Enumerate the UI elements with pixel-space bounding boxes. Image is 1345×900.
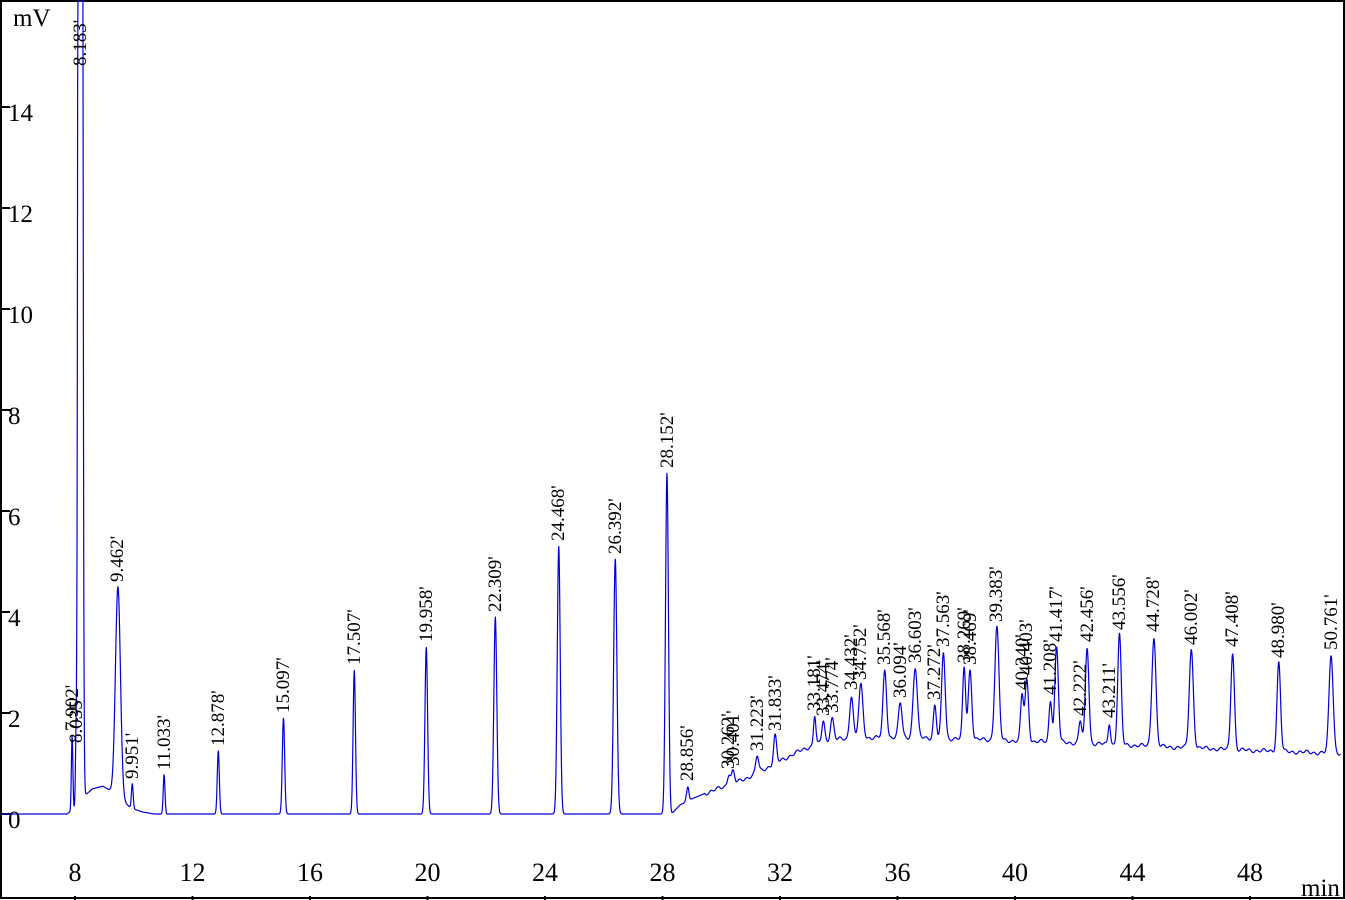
x-tick-label: 48 — [1237, 858, 1263, 887]
y-tick-label: 6 — [8, 504, 21, 531]
x-axis-unit-label: min — [1301, 875, 1340, 900]
peak-retention-time-label: 41.208' — [1040, 639, 1061, 696]
peak-retention-time-label: 43.556' — [1109, 574, 1130, 630]
peak-retention-time-label: 43.211' — [1098, 663, 1120, 719]
x-tick-label: 16 — [297, 858, 323, 887]
peak-retention-time-label: 48.980' — [1268, 601, 1290, 658]
peak-retention-time-label: 22.309' — [484, 556, 506, 612]
x-tick-label: 20 — [414, 858, 441, 887]
y-tick-label: 2 — [8, 706, 21, 733]
x-tick-label: 44 — [1119, 858, 1146, 887]
peak-retention-time-label: 42.456' — [1076, 586, 1098, 643]
y-tick-label: 8 — [8, 403, 21, 430]
x-tick-label: 24 — [532, 858, 558, 887]
x-tick-label: 32 — [767, 858, 793, 887]
y-tick-label: 10 — [8, 302, 33, 329]
x-tick-label: 28 — [649, 858, 676, 887]
peak-retention-time-label: 28.856' — [677, 725, 699, 782]
peak-retention-time-label: 8.035' — [65, 697, 87, 744]
x-tick-label: 36 — [884, 858, 911, 887]
peak-retention-time-label: 26.392' — [604, 498, 626, 554]
peak-retention-time-label: 37.563' — [932, 591, 954, 648]
peak-retention-time-label: 24.468' — [548, 485, 570, 542]
peak-retention-time-label: 15.097' — [273, 657, 294, 713]
x-tick-label: 12 — [179, 858, 206, 887]
peak-retention-time-label: 42.222' — [1069, 659, 1091, 716]
peak-retention-time-label: 9.462' — [107, 535, 129, 582]
x-tick-label: 8 — [68, 858, 82, 887]
y-tick-label: 4 — [8, 605, 21, 632]
peak-retention-time-label: 12.878' — [207, 690, 229, 746]
peak-retention-time-label: 11.033' — [153, 714, 175, 770]
peak-retention-time-label: 31.833' — [764, 675, 786, 731]
peak-retention-time-label: 46.002' — [1180, 589, 1202, 645]
x-tick-label: 40 — [1002, 858, 1028, 887]
peak-retention-time-label: 34.752' — [850, 624, 872, 681]
peak-retention-time-label: 38.469' — [959, 609, 981, 666]
peak-retention-time-label: 30.401' — [722, 710, 744, 767]
peak-retention-time-label: 28.152' — [656, 412, 678, 469]
peak-retention-time-label: 9.951' — [121, 732, 143, 779]
y-tick-label: 0 — [8, 807, 21, 834]
peak-retention-time-label: 41.417' — [1046, 586, 1068, 643]
peak-retention-time-label: 17.507' — [343, 609, 365, 666]
peak-retention-time-label: 47.408' — [1222, 591, 1244, 648]
y-axis-unit-label: mV — [13, 5, 51, 32]
peak-retention-time-label: 39.383' — [986, 566, 1008, 623]
peak-retention-time-label: 8.183' — [69, 19, 91, 66]
y-tick-label: 14 — [8, 100, 33, 127]
peak-retention-time-label: 37.272' — [924, 644, 946, 701]
peak-retention-time-label: 50.761' — [1320, 594, 1342, 650]
peak-retention-time-label: 44.728' — [1143, 576, 1165, 633]
peak-retention-time-label: 19.958' — [415, 586, 437, 643]
peak-retention-time-label: 40.403' — [1016, 619, 1038, 676]
y-tick-label: 12 — [8, 201, 33, 228]
